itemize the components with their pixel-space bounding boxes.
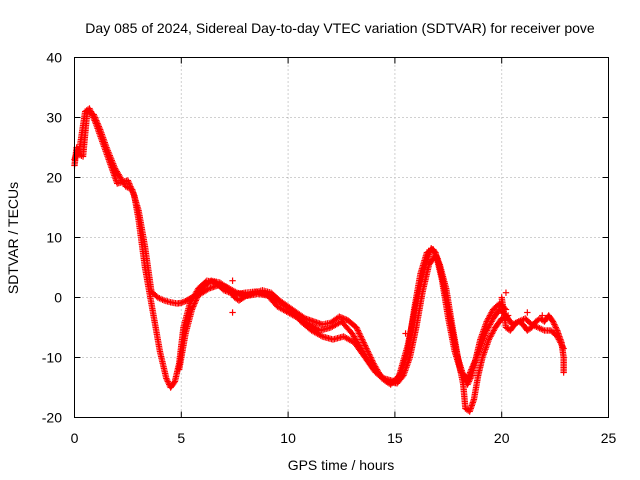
- data-point: [465, 379, 472, 387]
- data-point: [93, 117, 100, 124]
- data-point: [473, 352, 481, 360]
- data-point: [362, 343, 369, 351]
- data-point: [464, 373, 472, 381]
- data-point: [365, 349, 372, 357]
- data-point: [94, 120, 101, 127]
- data-point: [164, 378, 171, 385]
- data-point: [191, 298, 199, 306]
- data-point: [356, 330, 363, 337]
- data-point: [366, 352, 374, 360]
- data-point: [355, 328, 362, 336]
- x-tick-label: 15: [387, 430, 403, 446]
- y-tick-label: 0: [54, 290, 62, 306]
- y-tick-label: 10: [46, 230, 62, 246]
- data-point: [431, 248, 438, 255]
- y-tick-label: -20: [42, 410, 62, 426]
- data-point: [367, 354, 374, 361]
- data-point: [191, 300, 198, 307]
- data-point: [465, 378, 473, 385]
- data-point: [354, 327, 362, 334]
- data-point: [91, 112, 98, 120]
- data-point: [95, 121, 102, 129]
- data-point: [474, 351, 481, 358]
- data-point: [470, 360, 478, 367]
- data-point: [91, 114, 99, 121]
- data-point: [473, 354, 480, 361]
- data-point: [472, 357, 479, 364]
- y-tick-label: 30: [46, 110, 62, 126]
- data-point: [476, 346, 483, 354]
- data-point: [358, 336, 366, 343]
- data-point: [368, 357, 376, 364]
- data-point: [353, 325, 361, 333]
- data-point: [95, 123, 103, 130]
- data-point: [188, 306, 196, 313]
- data-point: [300, 314, 307, 321]
- x-tick-label: 25: [601, 430, 617, 446]
- data-point: [359, 337, 367, 345]
- data-point: [364, 348, 372, 355]
- data-point: [466, 369, 474, 376]
- data-point: [163, 375, 170, 382]
- data-point: [363, 346, 371, 354]
- data-point: [366, 351, 373, 358]
- data-point: [204, 286, 211, 293]
- data-point: [467, 367, 474, 375]
- chart-title: Day 085 of 2024, Sidereal Day-to-day VTE…: [85, 20, 595, 36]
- data-point: [468, 364, 476, 372]
- grid-layer: [74, 57, 609, 418]
- data-point: [361, 342, 369, 349]
- data-point: [361, 340, 368, 348]
- data-point: [192, 297, 200, 304]
- data-point: [356, 331, 364, 339]
- data-point: [468, 366, 475, 373]
- data-point: [124, 177, 132, 184]
- data-point: [317, 332, 324, 339]
- data-point: [472, 355, 480, 363]
- data-point: [190, 301, 198, 309]
- data-point: [190, 303, 197, 310]
- data-point: [165, 379, 172, 387]
- data-point: [466, 370, 473, 378]
- points-layer: [71, 105, 567, 415]
- y-tick-label: 20: [46, 170, 62, 186]
- y-tick-label: 40: [46, 50, 62, 66]
- data-point: [163, 376, 171, 384]
- data-point: [469, 363, 476, 370]
- x-tick-label: 0: [71, 430, 79, 446]
- data-point: [470, 361, 477, 369]
- data-point: [357, 333, 364, 340]
- data-point: [360, 339, 367, 346]
- data-point: [193, 294, 201, 301]
- data-point: [358, 334, 365, 342]
- x-tick-label: 20: [494, 430, 510, 446]
- data-point: [475, 349, 482, 357]
- data-point: [96, 124, 103, 132]
- data-point: [193, 295, 200, 303]
- data-point: [471, 358, 478, 366]
- data-point: [353, 324, 360, 331]
- data-point: [368, 355, 375, 363]
- x-tick-label: 5: [177, 430, 185, 446]
- y-tick-label: -10: [42, 350, 62, 366]
- data-point: [189, 304, 196, 312]
- data-point: [464, 375, 471, 382]
- data-point: [475, 348, 483, 355]
- data-point: [465, 372, 473, 379]
- data-point: [92, 115, 99, 123]
- data-point: [90, 111, 97, 118]
- data-point: [125, 178, 132, 186]
- x-tick-label: 10: [280, 430, 296, 446]
- data-point: [170, 379, 178, 386]
- axes-layer: 0 5 10 15 20 25 -20 -10 0 10 20 30 40: [42, 50, 617, 447]
- data-point: [93, 118, 101, 126]
- data-point: [363, 345, 370, 352]
